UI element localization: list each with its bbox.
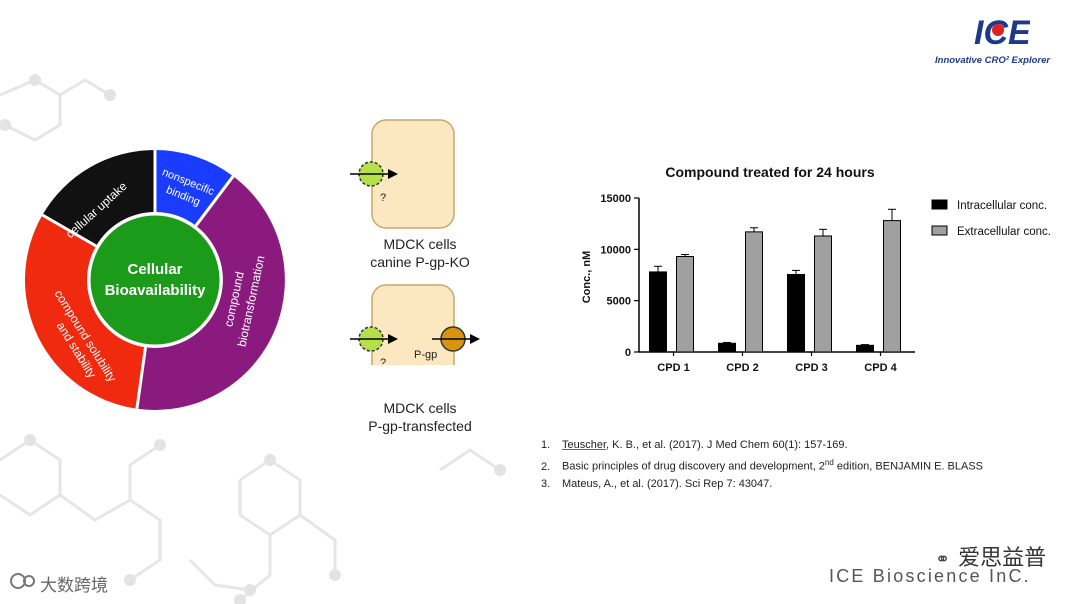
cell-body: [371, 284, 455, 365]
reference-sup: nd: [824, 458, 834, 467]
bar-extracellular: [883, 220, 901, 353]
wechat-account-name: ⚭ 爱思益普: [935, 540, 1046, 572]
wechat-name: 爱思益普: [958, 545, 1047, 570]
logo-virus-icon: [992, 24, 1004, 36]
watermark-logo-icon: [10, 573, 35, 589]
pgp-label: P-gp: [414, 349, 437, 361]
uncertain-mark: ?: [380, 357, 386, 365]
efflux-arrow-icon: [470, 334, 480, 344]
ice-logo: ICE: [974, 14, 1030, 52]
concentration-bar-chart: Compound treated for 24 hours Conc., nM …: [581, 164, 1051, 374]
legend-swatch: [931, 199, 948, 210]
center-label-line1: Cellular: [127, 261, 182, 278]
reference-item: 3. Mateus, A., et al. (2017). Sci Rep 7: …: [541, 476, 983, 493]
bioavailability-donut: Cellular Bioavailability cellular uptake…: [25, 149, 285, 410]
segment-cellular-uptake: [42, 149, 155, 246]
segment-compound-biotransformation: [136, 176, 285, 410]
reference-item: 2. Basic principles of drug discovery and…: [541, 454, 983, 476]
reference-number: 2.: [541, 460, 551, 473]
y-tick-label: 0: [625, 347, 631, 359]
caption-line2: P-gp-transfected: [368, 418, 472, 434]
x-tick-label: CPD 2: [726, 362, 758, 374]
bar-intracellular: [649, 271, 667, 353]
x-tick-label: CPD 1: [657, 362, 689, 374]
reference-number: 1.: [541, 439, 551, 451]
watermark-text: 大数跨境: [40, 576, 108, 595]
caption-line1: MDCK cells: [383, 236, 457, 252]
legend-label: Extracellular conc.: [957, 226, 1051, 238]
reference-author: Teuscher: [562, 439, 607, 451]
segment-compound-solubility: [25, 215, 146, 409]
references-list: 1. Teuscher, K. B., et al. (2017). J Med …: [541, 437, 983, 493]
bar-intracellular: [718, 342, 736, 353]
bar-intracellular: [787, 273, 805, 353]
cell-diagrams: ? ? P-gp: [350, 119, 480, 365]
center-label-line2: Bioavailability: [105, 282, 207, 299]
reference-text-b: edition, BENJAMIN E. BLASS: [833, 460, 983, 473]
wechat-icon: ⚭: [935, 549, 951, 569]
reference-item: 1. Teuscher, K. B., et al. (2017). J Med …: [541, 437, 983, 454]
y-tick-label: 5000: [607, 296, 631, 308]
y-axis-label: Conc., nM: [581, 251, 593, 304]
arrow-icon: [388, 334, 398, 344]
arrow-icon: [388, 169, 398, 179]
legend-label: Intracellular conc.: [957, 200, 1047, 212]
cell-caption-ko: MDCK cells canine P-gp-KO: [340, 235, 500, 271]
bar-extracellular: [745, 231, 763, 353]
reference-text: , K. B., et al. (2017). J Med Chem 60(1)…: [606, 439, 848, 451]
bar-extracellular: [814, 235, 832, 353]
uncertain-mark: ?: [380, 192, 386, 204]
logo-tagline: Innovative CRO² Explorer: [935, 55, 1051, 66]
bar-extracellular: [676, 256, 694, 353]
x-tick-label: CPD 3: [795, 362, 827, 374]
y-tick-label: 15000: [600, 193, 631, 205]
legend-swatch: [931, 225, 948, 236]
donut-center: [87, 212, 223, 348]
y-tick-label: 10000: [600, 244, 631, 256]
segment-nonspecific-binding: [155, 150, 234, 226]
reference-text: Basic principles of drug discovery and d…: [562, 460, 825, 473]
bar-intracellular: [856, 344, 874, 353]
reference-number: 3.: [541, 477, 551, 490]
cell-pgp-ko: ?: [350, 119, 455, 229]
reference-text: Mateus, A., et al. (2017). Sci Rep 7: 43…: [562, 477, 773, 490]
caption-line2: canine P-gp-KO: [370, 254, 470, 270]
cell-pgp-transfected: ? P-gp: [350, 284, 480, 365]
x-tick-label: CPD 4: [864, 362, 897, 374]
cell-caption-transfected: MDCK cells P-gp-transfected: [340, 399, 500, 435]
caption-line1: MDCK cells: [383, 400, 457, 416]
company-name: ICE Bioscience InC.: [829, 566, 1031, 586]
chart-title: Compound treated for 24 hours: [665, 164, 874, 180]
